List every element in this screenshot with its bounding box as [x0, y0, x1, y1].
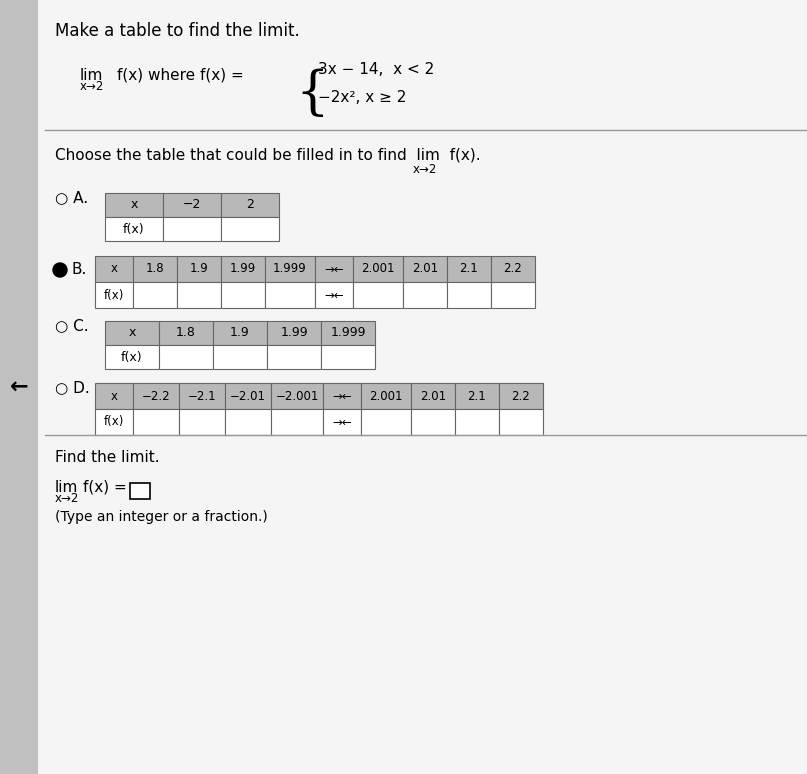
Bar: [130, 483, 150, 499]
Bar: [499, 409, 543, 435]
Bar: [133, 409, 179, 435]
Bar: [221, 256, 265, 282]
Text: f(x): f(x): [104, 289, 124, 302]
Text: →←: →←: [332, 416, 352, 429]
Text: f(x): f(x): [104, 416, 124, 429]
Text: 2.1: 2.1: [460, 262, 479, 276]
Text: lim: lim: [80, 68, 103, 83]
Text: 2.001: 2.001: [362, 262, 395, 276]
Text: Choose the table that could be filled in to find  lim  f(x).: Choose the table that could be filled in…: [55, 148, 481, 163]
Bar: [315, 256, 353, 282]
Bar: [159, 321, 213, 345]
Text: −2.001: −2.001: [275, 389, 319, 402]
Text: −2.2: −2.2: [142, 389, 170, 402]
Text: (Type an integer or a fraction.): (Type an integer or a fraction.): [55, 510, 268, 524]
Text: 2.01: 2.01: [420, 389, 446, 402]
Bar: [105, 345, 159, 369]
Bar: [105, 217, 163, 241]
Text: ←: ←: [10, 377, 28, 397]
Text: f(x): f(x): [123, 222, 144, 235]
Text: 1.999: 1.999: [330, 327, 366, 340]
Text: 2.1: 2.1: [467, 389, 487, 402]
Bar: [315, 282, 353, 308]
Bar: [105, 193, 163, 217]
Bar: [353, 256, 403, 282]
Bar: [411, 383, 455, 409]
Bar: [179, 383, 225, 409]
Bar: [221, 193, 279, 217]
Bar: [133, 282, 177, 308]
Text: x→2: x→2: [413, 163, 437, 176]
Bar: [455, 409, 499, 435]
Text: 1.9: 1.9: [190, 262, 208, 276]
Bar: [491, 256, 535, 282]
Bar: [447, 282, 491, 308]
Text: 1.999: 1.999: [273, 262, 307, 276]
Bar: [403, 282, 447, 308]
Text: f(x) where f(x) =: f(x) where f(x) =: [117, 68, 244, 83]
Text: 1.99: 1.99: [230, 262, 256, 276]
Text: Make a table to find the limit.: Make a table to find the limit.: [55, 22, 299, 40]
Text: x: x: [130, 198, 138, 211]
Text: 1.8: 1.8: [176, 327, 196, 340]
Text: x: x: [128, 327, 136, 340]
Bar: [491, 282, 535, 308]
Bar: [361, 383, 411, 409]
Text: 1.8: 1.8: [146, 262, 165, 276]
Text: x: x: [111, 389, 118, 402]
Text: 2.2: 2.2: [512, 389, 530, 402]
Text: lim: lim: [55, 480, 78, 495]
Bar: [159, 345, 213, 369]
Bar: [265, 282, 315, 308]
Text: 1.99: 1.99: [280, 327, 307, 340]
Bar: [213, 321, 267, 345]
Bar: [0, 0, 38, 774]
Bar: [177, 256, 221, 282]
Bar: [265, 256, 315, 282]
Bar: [321, 345, 375, 369]
Bar: [499, 383, 543, 409]
Bar: [95, 256, 133, 282]
Bar: [221, 217, 279, 241]
Text: x: x: [111, 262, 118, 276]
Text: −2.01: −2.01: [230, 389, 266, 402]
Text: −2: −2: [183, 198, 201, 211]
Bar: [323, 409, 361, 435]
Text: f(x) =: f(x) =: [83, 480, 127, 495]
Bar: [221, 282, 265, 308]
Bar: [271, 409, 323, 435]
Text: 2: 2: [246, 198, 254, 211]
Text: −2x², x ≥ 2: −2x², x ≥ 2: [318, 90, 407, 105]
Bar: [177, 282, 221, 308]
Bar: [323, 383, 361, 409]
Text: →←: →←: [324, 289, 344, 302]
Bar: [133, 256, 177, 282]
Bar: [95, 409, 133, 435]
Text: →←: →←: [324, 262, 344, 276]
Text: B.: B.: [72, 262, 87, 277]
Bar: [163, 217, 221, 241]
Bar: [267, 321, 321, 345]
Text: Find the limit.: Find the limit.: [55, 450, 160, 465]
Text: ○ D.: ○ D.: [55, 380, 90, 395]
Text: 2.01: 2.01: [412, 262, 438, 276]
Bar: [225, 383, 271, 409]
Text: {: {: [295, 68, 328, 119]
Text: ○ A.: ○ A.: [55, 190, 88, 205]
Bar: [105, 321, 159, 345]
Bar: [271, 383, 323, 409]
Bar: [447, 256, 491, 282]
Bar: [353, 282, 403, 308]
Bar: [403, 256, 447, 282]
Text: f(x): f(x): [121, 351, 143, 364]
Bar: [213, 345, 267, 369]
Bar: [267, 345, 321, 369]
Bar: [163, 193, 221, 217]
Bar: [411, 409, 455, 435]
Text: ○ C.: ○ C.: [55, 318, 89, 333]
Text: 3x − 14,  x < 2: 3x − 14, x < 2: [318, 62, 434, 77]
Circle shape: [53, 263, 67, 277]
Text: −2.1: −2.1: [188, 389, 216, 402]
Text: x→2: x→2: [55, 492, 79, 505]
